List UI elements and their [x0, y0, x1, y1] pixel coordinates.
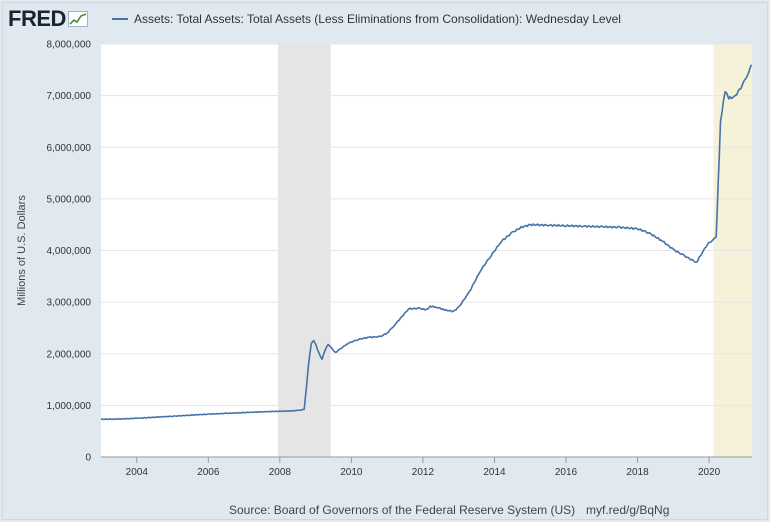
chart-trend-icon — [67, 11, 88, 27]
legend-line-swatch — [112, 18, 128, 20]
x-tick-label: 2008 — [269, 467, 292, 478]
source-note: Source: Board of Governors of the Federa… — [229, 503, 576, 517]
x-tick-label: 2012 — [412, 467, 435, 478]
y-tick-label: 0 — [85, 453, 91, 464]
y-tick-label: 6,000,000 — [47, 143, 92, 154]
y-tick-label: 1,000,000 — [47, 401, 92, 412]
y-tick-label: 2,000,000 — [47, 349, 92, 360]
y-axis-title: Millions of U.S. Dollars — [16, 195, 28, 306]
x-tick-label: 2016 — [555, 467, 578, 478]
x-tick-label: 2004 — [126, 467, 149, 478]
legend-series-label: Assets: Total Assets: Total Assets (Less… — [134, 12, 621, 26]
y-tick-label: 5,000,000 — [47, 194, 92, 205]
y-tick-label: 4,000,000 — [47, 246, 92, 257]
fred-logo[interactable]: FRED — [8, 6, 88, 32]
x-tick-label: 2006 — [197, 467, 220, 478]
short-url-link[interactable]: myf.red/g/BqNg — [586, 503, 670, 517]
series-line — [100, 64, 753, 421]
y-tick-label: 3,000,000 — [47, 298, 92, 309]
chart-legend: Assets: Total Assets: Total Assets (Less… — [112, 12, 621, 26]
x-tick-label: 2010 — [340, 467, 363, 478]
y-tick-label: 7,000,000 — [47, 91, 92, 102]
x-tick-label: 2018 — [626, 467, 649, 478]
y-tick-label: 8,000,000 — [47, 40, 92, 51]
x-tick-label: 2014 — [483, 467, 506, 478]
x-tick-label: 2020 — [698, 467, 721, 478]
line-chart: 0 1,000,000 2,000,000 3,000,000 4,000,000 5,0… — [16, 40, 753, 478]
fred-logo-text: FRED — [8, 6, 66, 31]
